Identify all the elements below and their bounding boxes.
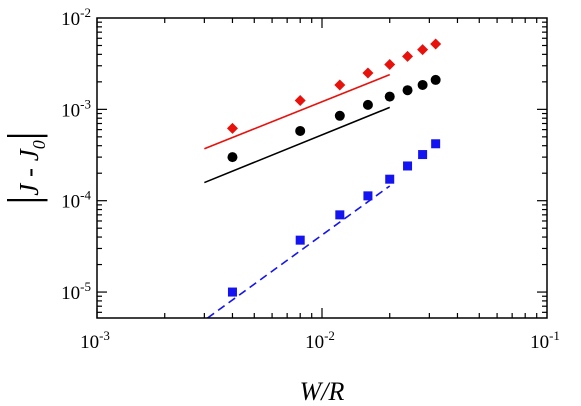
circle-point: [362, 99, 373, 110]
y-axis-title-j0: J: [14, 147, 44, 161]
circle-point: [417, 79, 428, 90]
axis-ticks: [96, 18, 547, 318]
fit-line-0: [204, 73, 391, 150]
circle-point: [295, 125, 306, 136]
y-axis-title-j: J: [14, 182, 44, 196]
x-tick-label: 10-3: [80, 328, 110, 353]
circle-point: [334, 110, 345, 121]
fit-line-1: [204, 106, 391, 184]
x-axis-title: W/R: [300, 377, 345, 406]
square-point: [227, 287, 237, 297]
square-point: [403, 161, 413, 171]
fit-line-2: [207, 185, 391, 319]
y-axis-title: |J - J0|: [0, 131, 49, 204]
diamond-point: [417, 44, 429, 56]
x-tick-label: 10-2: [305, 328, 335, 353]
circle-point: [430, 74, 441, 85]
diamond-point: [362, 67, 374, 79]
square-point: [363, 191, 373, 201]
diamond-point: [430, 38, 442, 50]
y-axis-title-j0-sub: 0: [29, 140, 49, 149]
y-tick-label: 10-2: [61, 5, 91, 30]
y-axis-title-right-bar: |: [0, 131, 48, 140]
data-points: [226, 38, 442, 297]
plot-frame: [96, 17, 548, 319]
square-point: [335, 210, 345, 220]
square-point: [385, 174, 395, 184]
circle-point: [384, 91, 395, 102]
circle-point: [402, 85, 413, 96]
y-axis-title-left-bar: |: [0, 196, 48, 205]
diamond-point: [402, 50, 414, 62]
tick-labels: 10-3 10-2 10-1 10-5 10-4 10-3 10-2: [61, 5, 560, 353]
y-tick-label: 10-4: [61, 188, 91, 213]
diamond-point: [334, 79, 346, 91]
square-point: [431, 139, 441, 149]
y-tick-label: 10-5: [61, 279, 91, 304]
y-tick-label: 10-3: [61, 96, 91, 121]
circle-point: [227, 152, 238, 163]
y-axis-title-minus: -: [14, 161, 44, 184]
svg-text:|J - J0|: |J - J0|: [0, 131, 49, 204]
diamond-point: [226, 122, 238, 134]
diamond-point: [384, 58, 396, 70]
diamond-point: [294, 94, 306, 106]
square-point: [295, 235, 305, 245]
fit-lines: [204, 73, 391, 319]
square-point: [418, 150, 428, 160]
x-tick-label: 10-1: [530, 328, 560, 353]
